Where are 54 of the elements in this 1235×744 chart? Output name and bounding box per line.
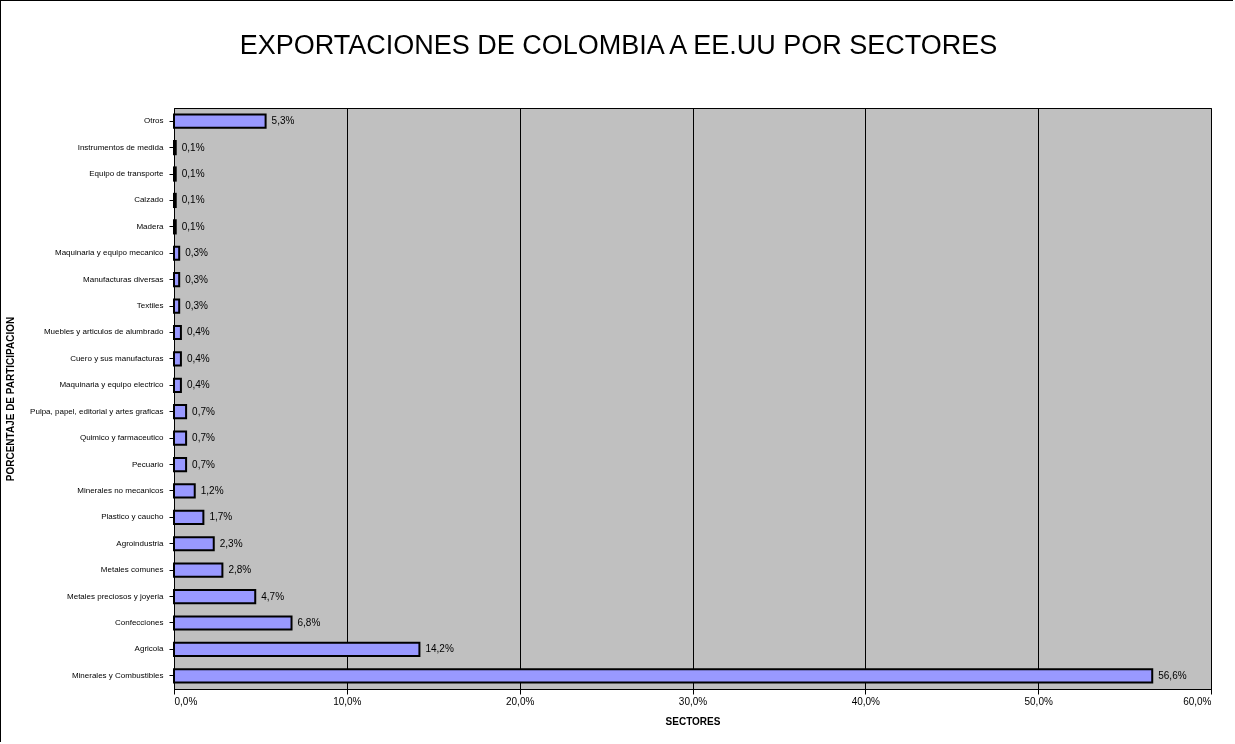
x-tick-label: 50,0% [1024, 695, 1053, 707]
data-label: 0,4% [186, 379, 210, 391]
y-tick-label: Cuero y sus manufacturas [70, 353, 164, 363]
data-label: 2,8% [228, 564, 252, 576]
data-label: 0,4% [186, 352, 210, 364]
data-label: 0,1% [181, 220, 205, 232]
y-tick-label: Maquinaria y equipo mecanico [54, 248, 165, 258]
x-tick-label: 60,0% [1183, 695, 1212, 707]
data-label: 0,1% [181, 194, 205, 206]
data-label: 0,7% [192, 458, 215, 470]
chart-title: EXPORTACIONES DE COLOMBIA A EE.UU POR SECTORES [239, 30, 998, 60]
y-tick-label: Plastico y caucho [101, 512, 165, 522]
y-tick-label: Manufacturas diversas [83, 274, 164, 284]
data-label: 5,3% [271, 115, 295, 127]
data-label: 1,7% [209, 511, 233, 523]
data-label: 0,7% [192, 405, 215, 417]
y-tick-label: Agricola [134, 644, 165, 654]
y-tick-label: Textiles [136, 301, 164, 311]
x-tick-label: 40,0% [851, 695, 881, 707]
y-tick-label: Metales preciosos y joyeria [67, 591, 165, 601]
data-label: 1,2% [200, 484, 224, 496]
data-label: 6,8% [297, 616, 321, 628]
y-tick-label: Confecciones [115, 617, 164, 627]
data-label: 0,3% [185, 273, 209, 285]
x-tick-label: 30,0% [678, 695, 708, 707]
y-tick-label: Quimico y farmaceutico [79, 433, 165, 443]
data-label: 0,3% [185, 247, 209, 259]
x-tick-label: 20,0% [505, 695, 535, 707]
y-tick-label: Agroindustria [116, 538, 165, 548]
x-tick-label: 10,0% [333, 695, 362, 707]
data-label: 0,1% [181, 141, 205, 153]
y-tick-label: Minerales no mecanicos [77, 485, 164, 495]
data-label: 0,7% [192, 432, 215, 444]
data-label: 0,4% [186, 326, 210, 338]
y-tick-label: Metales comunes [100, 565, 164, 575]
y-axis-title: PORCENTAJE DE PARTICIPACION [5, 316, 17, 482]
data-label: 56,6% [1158, 669, 1187, 681]
y-tick-label: Otros [143, 116, 164, 126]
data-label: 0,3% [185, 300, 209, 312]
y-tick-label: Instrumentos de medida [77, 142, 165, 152]
y-tick-label: Madera [136, 221, 165, 231]
y-tick-label: Equipo de transporte [89, 169, 165, 179]
data-label: 4,7% [261, 590, 285, 602]
x-axis-title: SECTORES [665, 715, 721, 727]
y-tick-label: Maquinaria y equipo electrico [59, 380, 165, 390]
y-tick-label: Muebles y articulos de alumbrado [43, 327, 165, 337]
data-label: 2,3% [219, 537, 243, 549]
data-label: 0,1% [181, 168, 205, 180]
y-tick-label: Calzado [134, 195, 165, 205]
y-tick-label: Minerales y Combustibles [71, 670, 164, 680]
y-tick-label: Pulpa, papel, editorial y artes graficas [30, 406, 164, 416]
y-tick-label: Pecuario [131, 459, 165, 469]
x-tick-label: 0,0% [174, 695, 198, 707]
data-label: 14,2% [425, 643, 454, 655]
